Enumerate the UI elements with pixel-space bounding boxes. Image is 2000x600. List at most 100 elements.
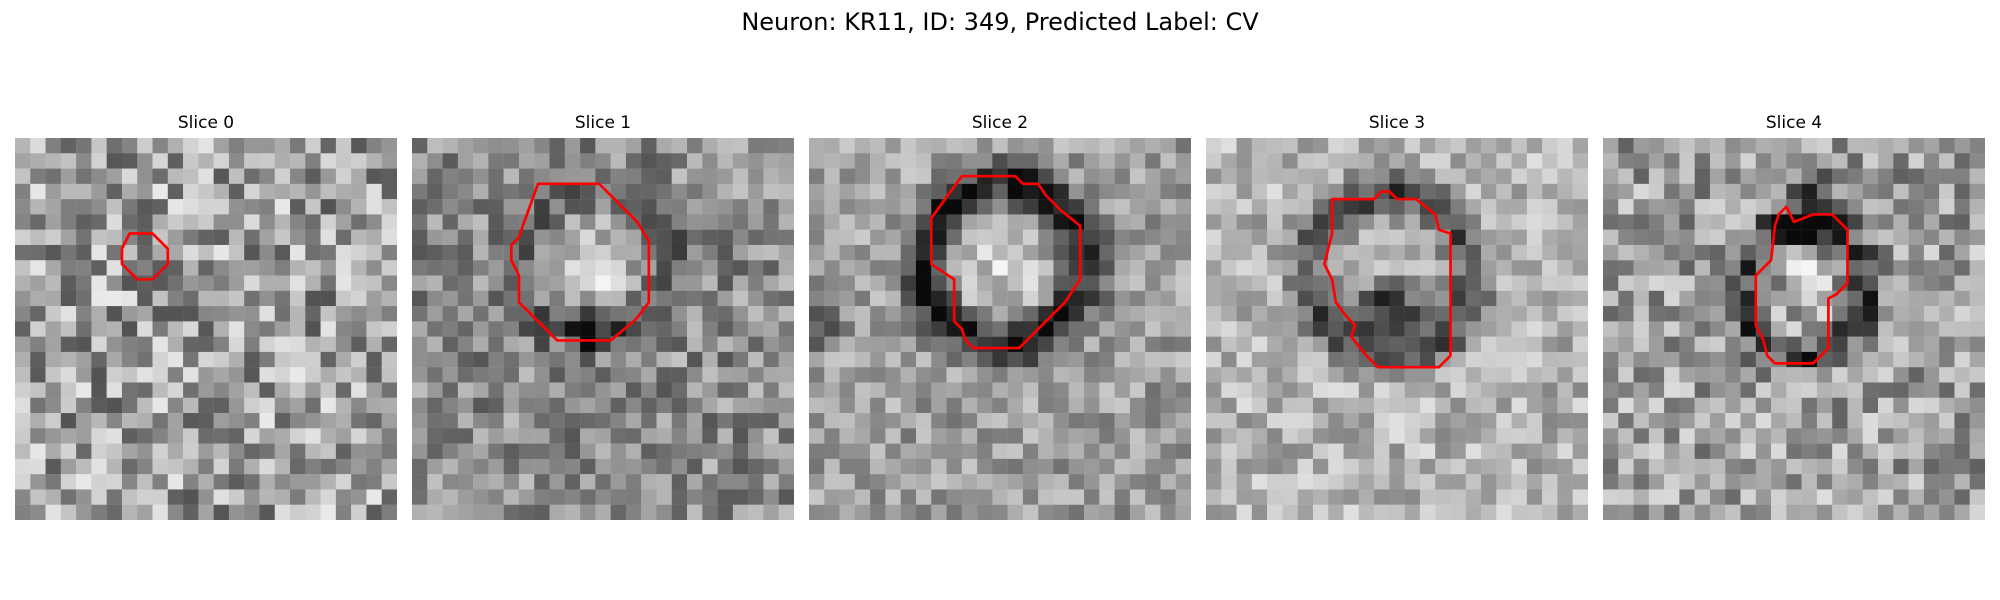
image-pixel: [1450, 244, 1466, 261]
image-pixel: [625, 382, 642, 398]
image-pixel: [1786, 367, 1802, 383]
image-pixel: [167, 260, 184, 276]
image-pixel: [748, 474, 764, 490]
image-pixel: [1572, 458, 1588, 475]
image-pixel: [1038, 367, 1054, 383]
image-pixel: [121, 382, 138, 398]
image-pixel: [381, 428, 397, 444]
image-pixel: [809, 489, 825, 505]
image-pixel: [717, 397, 734, 414]
image-pixel: [1847, 199, 1863, 215]
image-pixel: [534, 183, 550, 200]
image-pixel: [778, 138, 794, 154]
image-pixel: [1084, 504, 1100, 520]
image-pixel: [1114, 336, 1131, 353]
image-pixel: [1923, 458, 1940, 475]
image-pixel: [228, 413, 245, 429]
image-pixel: [610, 244, 627, 261]
image-pixel: [1572, 367, 1588, 383]
image-pixel: [824, 489, 840, 505]
image-pixel: [992, 413, 1008, 429]
image-pixel: [228, 351, 245, 368]
image-pixel: [839, 474, 856, 490]
image-pixel: [1145, 229, 1161, 246]
image-pixel: [1160, 306, 1176, 322]
image-pixel: [580, 489, 596, 505]
image-pixel: [931, 397, 947, 414]
image-pixel: [335, 214, 352, 230]
image-pixel: [931, 290, 947, 307]
image-pixel: [335, 382, 352, 398]
image-pixel: [305, 504, 321, 520]
image-pixel: [1511, 321, 1528, 337]
image-pixel: [1328, 489, 1344, 505]
image-pixel: [366, 336, 382, 353]
image-pixel: [748, 214, 764, 230]
image-pixel: [427, 474, 443, 490]
image-pixel: [1206, 138, 1222, 154]
image-pixel: [1053, 138, 1069, 154]
image-pixel: [702, 321, 718, 337]
image-pixel: [549, 443, 565, 460]
image-pixel: [1816, 244, 1833, 261]
image-pixel: [839, 244, 856, 261]
image-pixel: [305, 199, 321, 215]
image-pixel: [152, 413, 168, 429]
image-pixel: [1374, 336, 1390, 353]
image-pixel: [625, 214, 642, 230]
image-pixel: [1419, 321, 1436, 337]
image-pixel: [717, 199, 734, 215]
image-pixel: [1251, 199, 1268, 215]
image-pixel: [228, 336, 245, 353]
image-pixel: [1832, 321, 1848, 337]
image-pixel: [595, 474, 611, 490]
image-pixel: [106, 306, 123, 322]
image-pixel: [1022, 351, 1039, 368]
image-pixel: [290, 336, 306, 353]
image-pixel: [457, 443, 474, 460]
image-pixel: [167, 336, 184, 353]
image-pixel: [610, 214, 627, 230]
image-pixel: [1786, 474, 1802, 490]
image-pixel: [1038, 382, 1054, 398]
image-pixel: [442, 168, 459, 185]
image-pixel: [1908, 260, 1925, 276]
image-pixel: [1496, 183, 1512, 200]
image-pixel: [748, 306, 764, 322]
image-pixel: [885, 168, 901, 185]
image-pixel: [1465, 199, 1482, 215]
image-pixel: [91, 458, 107, 475]
image-pixel: [1145, 290, 1161, 307]
image-pixel: [1771, 244, 1787, 261]
image-pixel: [473, 458, 489, 475]
image-pixel: [1969, 168, 1985, 185]
image-pixel: [518, 290, 535, 307]
image-pixel: [244, 382, 260, 398]
image-pixel: [671, 474, 688, 490]
image-pixel: [1893, 138, 1909, 154]
image-pixel: [1664, 336, 1680, 353]
image-pixel: [763, 458, 779, 475]
image-pixel: [824, 321, 840, 337]
image-pixel: [1221, 244, 1237, 261]
image-pixel: [549, 138, 565, 154]
image-pixel: [717, 504, 734, 520]
image-pixel: [518, 413, 535, 429]
image-pixel: [366, 306, 382, 322]
image-pixel: [564, 397, 581, 414]
image-pixel: [1358, 336, 1375, 353]
image-pixel: [442, 199, 459, 215]
image-pixel: [1923, 382, 1940, 398]
image-pixel: [45, 138, 62, 154]
image-pixel: [1557, 351, 1573, 368]
image-pixel: [1007, 336, 1024, 353]
image-pixel: [1969, 336, 1985, 353]
image-pixel: [1847, 428, 1863, 444]
image-pixel: [152, 168, 168, 185]
image-pixel: [1481, 413, 1497, 429]
image-pixel: [412, 214, 428, 230]
image-pixel: [915, 199, 932, 215]
image-pixel: [1206, 351, 1222, 368]
image-pixel: [1267, 413, 1283, 429]
image-pixel: [1099, 413, 1115, 429]
